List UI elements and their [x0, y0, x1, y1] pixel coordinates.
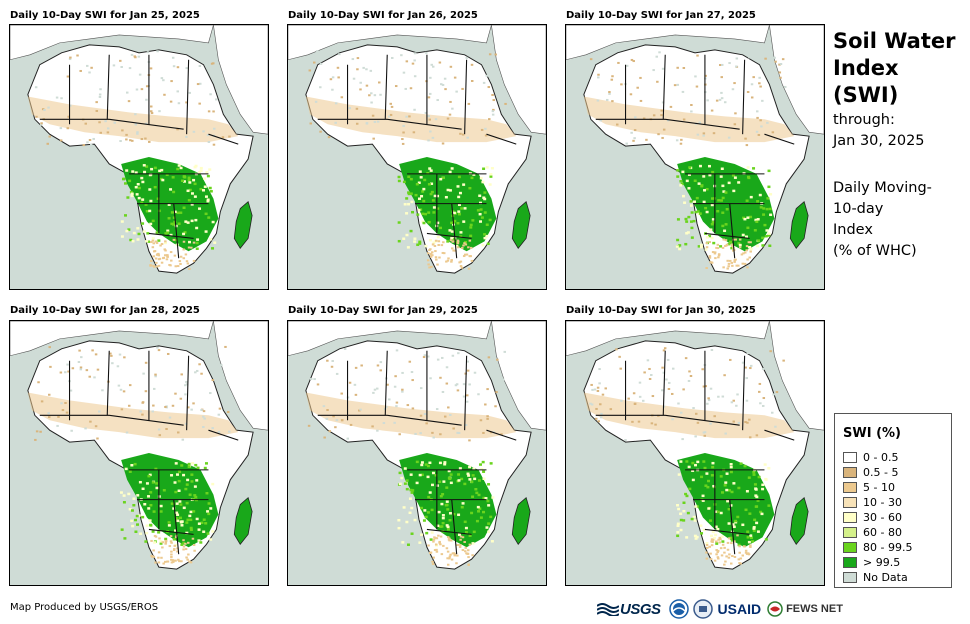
legend-item: 0.5 - 5: [843, 465, 898, 479]
commerce-seal-icon: [692, 599, 713, 619]
country-borders: [39, 54, 239, 259]
europe-landmass: [10, 321, 214, 357]
middle-east-landmass: [769, 25, 824, 135]
soil-moisture-speckles: [33, 345, 231, 565]
africa-map: [288, 25, 546, 289]
through-block: through: Jan 30, 2025: [833, 112, 925, 149]
legend-label: 10 - 30: [863, 495, 902, 509]
madagascar: [511, 496, 531, 545]
madagascar: [789, 200, 809, 249]
legend-swatch: [843, 571, 857, 583]
legend-item: 30 - 60: [843, 510, 902, 524]
middle-east-landmass: [491, 25, 546, 135]
panel-title: Daily 10-Day SWI for Jan 28, 2025: [10, 305, 200, 316]
legend-item: 0 - 0.5: [843, 450, 898, 464]
soil-moisture-speckles: [589, 347, 786, 566]
dry-zone: [305, 392, 517, 439]
africa-map: [566, 25, 824, 289]
madagascar: [233, 200, 253, 249]
europe-landmass: [288, 25, 492, 61]
madagascar: [789, 496, 809, 545]
fewsnet-logo: FEWS NET: [786, 603, 843, 615]
soil-moisture-speckles: [589, 51, 787, 270]
panel-title: Daily 10-Day SWI for Jan 27, 2025: [566, 10, 756, 21]
legend-item: > 99.5: [843, 555, 900, 569]
usgs-logo: USGS: [620, 600, 661, 618]
legend-swatch: [843, 451, 857, 463]
description-block: Daily Moving- 10-day Index (% of WHC): [833, 180, 932, 259]
legend-swatch: [843, 556, 857, 568]
legend-item: No Data: [843, 570, 908, 584]
dry-zone: [583, 392, 795, 439]
map-panel: [287, 24, 547, 290]
map-panel: [287, 320, 547, 586]
usgs-wave-icon: [597, 603, 619, 616]
map-panel: [9, 320, 269, 586]
africa-map: [10, 25, 268, 289]
legend-label: 80 - 99.5: [863, 540, 913, 554]
legend-label: 5 - 10: [863, 480, 895, 494]
legend-label: 30 - 60: [863, 510, 902, 524]
europe-landmass: [566, 321, 770, 357]
credit-text: Map Produced by USGS/EROS: [10, 602, 159, 613]
africa-map: [288, 321, 546, 585]
partner-logos: USGS USAID FEWS NET: [597, 598, 843, 620]
middle-east-landmass: [213, 321, 268, 431]
madagascar: [233, 496, 253, 545]
country-borders: [317, 350, 517, 555]
country-borders: [595, 350, 795, 555]
europe-landmass: [288, 321, 492, 357]
map-panel: [9, 24, 269, 290]
madagascar: [511, 200, 531, 249]
dry-zone: [583, 96, 795, 143]
africa-map: [10, 321, 268, 585]
legend-label: > 99.5: [863, 555, 901, 569]
dry-zone: [27, 96, 239, 143]
legend-label: 0.5 - 5: [863, 465, 899, 479]
legend-swatch: [843, 526, 857, 538]
soil-moisture-speckles: [307, 348, 507, 566]
map-panel: [565, 320, 825, 586]
legend-swatch: [843, 481, 857, 493]
dry-zone: [305, 96, 517, 143]
middle-east-landmass: [213, 25, 268, 135]
legend-label: No Data: [863, 570, 908, 584]
noaa-logo-icon: [668, 599, 689, 619]
panel-title: Daily 10-Day SWI for Jan 25, 2025: [10, 10, 200, 21]
legend-swatch: [843, 496, 857, 508]
europe-landmass: [10, 25, 214, 61]
map-panel: [565, 24, 825, 290]
soil-moisture-speckles: [308, 50, 507, 270]
legend-item: 10 - 30: [843, 495, 902, 509]
africa-map: [566, 321, 824, 585]
legend-swatch: [843, 541, 857, 553]
panel-title: Daily 10-Day SWI for Jan 29, 2025: [288, 305, 478, 316]
legend-label: 60 - 80: [863, 525, 902, 539]
middle-east-landmass: [769, 321, 824, 431]
usaid-logo: USAID: [717, 601, 762, 617]
country-borders: [39, 350, 239, 555]
legend-title: SWI (%): [843, 426, 901, 441]
map-title: Soil Water Index (SWI): [833, 29, 956, 107]
country-borders: [317, 54, 517, 259]
legend-item: 60 - 80: [843, 525, 902, 539]
dry-zone: [27, 392, 239, 439]
panel-title: Daily 10-Day SWI for Jan 26, 2025: [288, 10, 478, 21]
legend-swatch: [843, 511, 857, 523]
fewsnet-globe-icon: [767, 601, 783, 617]
europe-landmass: [566, 25, 770, 61]
panel-title: Daily 10-Day SWI for Jan 30, 2025: [566, 305, 756, 316]
country-borders: [595, 54, 795, 259]
legend-label: 0 - 0.5: [863, 450, 899, 464]
legend-item: 5 - 10: [843, 480, 895, 494]
legend-swatch: [843, 466, 857, 478]
legend-item: 80 - 99.5: [843, 540, 912, 554]
soil-moisture-speckles: [30, 50, 231, 270]
